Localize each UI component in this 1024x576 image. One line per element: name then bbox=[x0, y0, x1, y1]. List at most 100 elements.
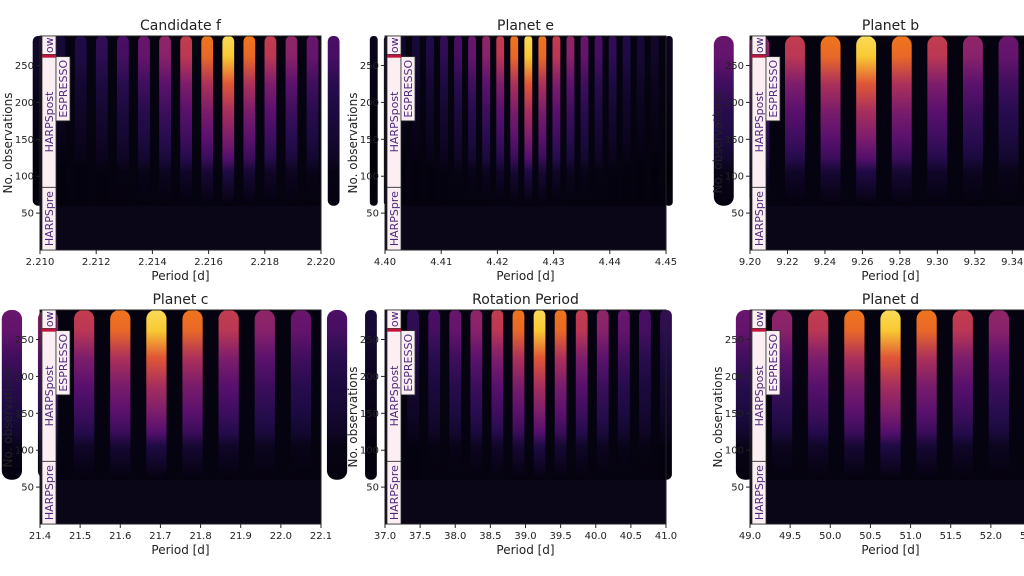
y-tick-label: 150 bbox=[725, 409, 744, 420]
heatmap-stripe bbox=[524, 36, 533, 206]
y-axis-label: No. observations bbox=[1, 367, 15, 468]
heatmap-stripe bbox=[327, 36, 340, 206]
y-tick-label: 200 bbox=[725, 372, 744, 383]
heatmap-stripe bbox=[264, 36, 277, 206]
x-tick-label: 22.1 bbox=[310, 531, 332, 542]
heatmap-stripe bbox=[369, 36, 378, 206]
y-tick-label: 250 bbox=[15, 61, 34, 72]
dataset-label-box bbox=[55, 56, 71, 122]
dataset-label: ESPRESSO bbox=[402, 334, 415, 392]
heatmap-stripe bbox=[713, 36, 734, 206]
x-tick-label: 2.220 bbox=[307, 257, 336, 268]
heatmap-stripe bbox=[138, 36, 150, 206]
x-tick-label: 49.5 bbox=[779, 531, 801, 542]
heatmap-stripe bbox=[554, 310, 567, 480]
dataset-label: HARPSpre bbox=[753, 191, 766, 246]
heatmap-stripe bbox=[243, 36, 256, 206]
heatmap-stripe bbox=[470, 310, 483, 480]
x-tick-label: 40.5 bbox=[620, 531, 642, 542]
x-tick-label: 37.5 bbox=[409, 531, 431, 542]
x-tick-label: 4.45 bbox=[655, 257, 677, 268]
x-tick-label: 50.5 bbox=[859, 531, 881, 542]
x-axis-label: Period [d] bbox=[151, 543, 209, 557]
x-tick-label: 4.44 bbox=[599, 257, 621, 268]
heatmap-stripe bbox=[496, 36, 505, 206]
axes-frame bbox=[749, 35, 1024, 251]
heatmap-stripe bbox=[639, 310, 651, 480]
y-tick-label: 150 bbox=[360, 409, 379, 420]
x-tick-label: 51.0 bbox=[899, 531, 921, 542]
heatmap-stripe bbox=[254, 310, 275, 480]
heatmap-stripe bbox=[182, 310, 203, 480]
axes-frame bbox=[39, 309, 322, 525]
dataset-label: ESPRESSO bbox=[57, 334, 70, 392]
x-axis-label: Period [d] bbox=[151, 269, 209, 283]
dataset-label-box bbox=[765, 56, 781, 122]
heatmap-stripe bbox=[116, 36, 129, 206]
x-tick-label: 50.0 bbox=[819, 531, 841, 542]
heatmap-stripe bbox=[916, 310, 937, 480]
heatmap-stripe bbox=[636, 36, 645, 206]
dataset-divider-marker bbox=[42, 328, 56, 332]
x-tick-label: 9.24 bbox=[814, 257, 836, 268]
heatmap-stripe bbox=[998, 36, 1019, 206]
dataset-divider-marker bbox=[42, 54, 56, 58]
heatmap-stripe bbox=[428, 310, 441, 480]
panel-title: Planet e bbox=[497, 18, 554, 34]
heatmap-low-band bbox=[385, 479, 666, 524]
heatmap-low-band bbox=[385, 205, 666, 250]
dataset-label-box bbox=[400, 330, 416, 396]
dataset-label: HARPSpost bbox=[43, 91, 56, 152]
heatmap-stripe bbox=[952, 310, 973, 480]
panel-title: Planet d bbox=[862, 292, 919, 308]
heatmap-stripe bbox=[510, 36, 519, 206]
heatmap-stripe bbox=[110, 310, 131, 480]
panel-title: Planet b bbox=[862, 18, 919, 34]
dataset-label: HARPSpost bbox=[388, 91, 401, 152]
dataset-label: HARPSpre bbox=[388, 191, 401, 246]
x-tick-label: 9.34 bbox=[1001, 257, 1023, 268]
y-tick-label: 200 bbox=[725, 98, 744, 109]
x-tick-label: 4.43 bbox=[542, 257, 564, 268]
heatmap-stripe bbox=[95, 36, 108, 206]
heatmap-stripe bbox=[159, 36, 171, 206]
dataset-label-box bbox=[751, 35, 767, 55]
panel-planet-b: Planet b 9.20 9.22 9.24 9.26 9.28 9.30 9.32 9.34… bbox=[711, 18, 1024, 283]
y-tick-label: 200 bbox=[360, 98, 379, 109]
heatmap-stripe bbox=[596, 310, 609, 480]
dataset-label: ESPRESSO bbox=[402, 60, 415, 118]
heatmap-stripe bbox=[820, 36, 841, 206]
heatmap-stripe bbox=[365, 310, 377, 480]
y-tick-label: 100 bbox=[15, 172, 34, 183]
panel-title: Rotation Period bbox=[472, 292, 579, 308]
dataset-divider-marker bbox=[752, 54, 766, 58]
dataset-divider-marker bbox=[387, 54, 401, 58]
y-tick-label: 200 bbox=[360, 372, 379, 383]
y-tick-label: 250 bbox=[15, 335, 34, 346]
dataset-label-box bbox=[751, 309, 767, 329]
dataset-label-box bbox=[765, 330, 781, 396]
y-tick-label: 250 bbox=[725, 61, 744, 72]
x-tick-label: 21.4 bbox=[29, 531, 51, 542]
heatmap-stripe bbox=[617, 310, 630, 480]
heatmap-stripe bbox=[146, 310, 167, 480]
dataset-divider-marker bbox=[387, 328, 401, 332]
heatmap-stripe bbox=[880, 310, 901, 480]
x-tick-label: 21.6 bbox=[109, 531, 131, 542]
y-tick-label: 50 bbox=[366, 483, 379, 494]
dataset-label-box bbox=[386, 35, 402, 55]
heatmap-stripe bbox=[468, 36, 477, 206]
x-tick-label: 52.5 bbox=[1020, 531, 1024, 542]
x-tick-label: 38.0 bbox=[444, 531, 466, 542]
heatmap-stripe bbox=[608, 36, 617, 206]
x-tick-label: 21.8 bbox=[189, 531, 211, 542]
dataset-label-box bbox=[400, 56, 416, 122]
dataset-label: HARPSpre bbox=[43, 191, 56, 246]
x-tick-label: 39.0 bbox=[514, 531, 536, 542]
panel-candidate-f: Candidate f 2.210 2.212 2.214 2.216 2.218 2.22… bbox=[1, 18, 340, 283]
heatmap-stripe bbox=[326, 310, 348, 480]
heatmap-stripe bbox=[222, 36, 235, 206]
x-tick-label: 38.5 bbox=[479, 531, 501, 542]
heatmap-low-band bbox=[40, 205, 321, 250]
y-tick-label: 250 bbox=[360, 335, 379, 346]
